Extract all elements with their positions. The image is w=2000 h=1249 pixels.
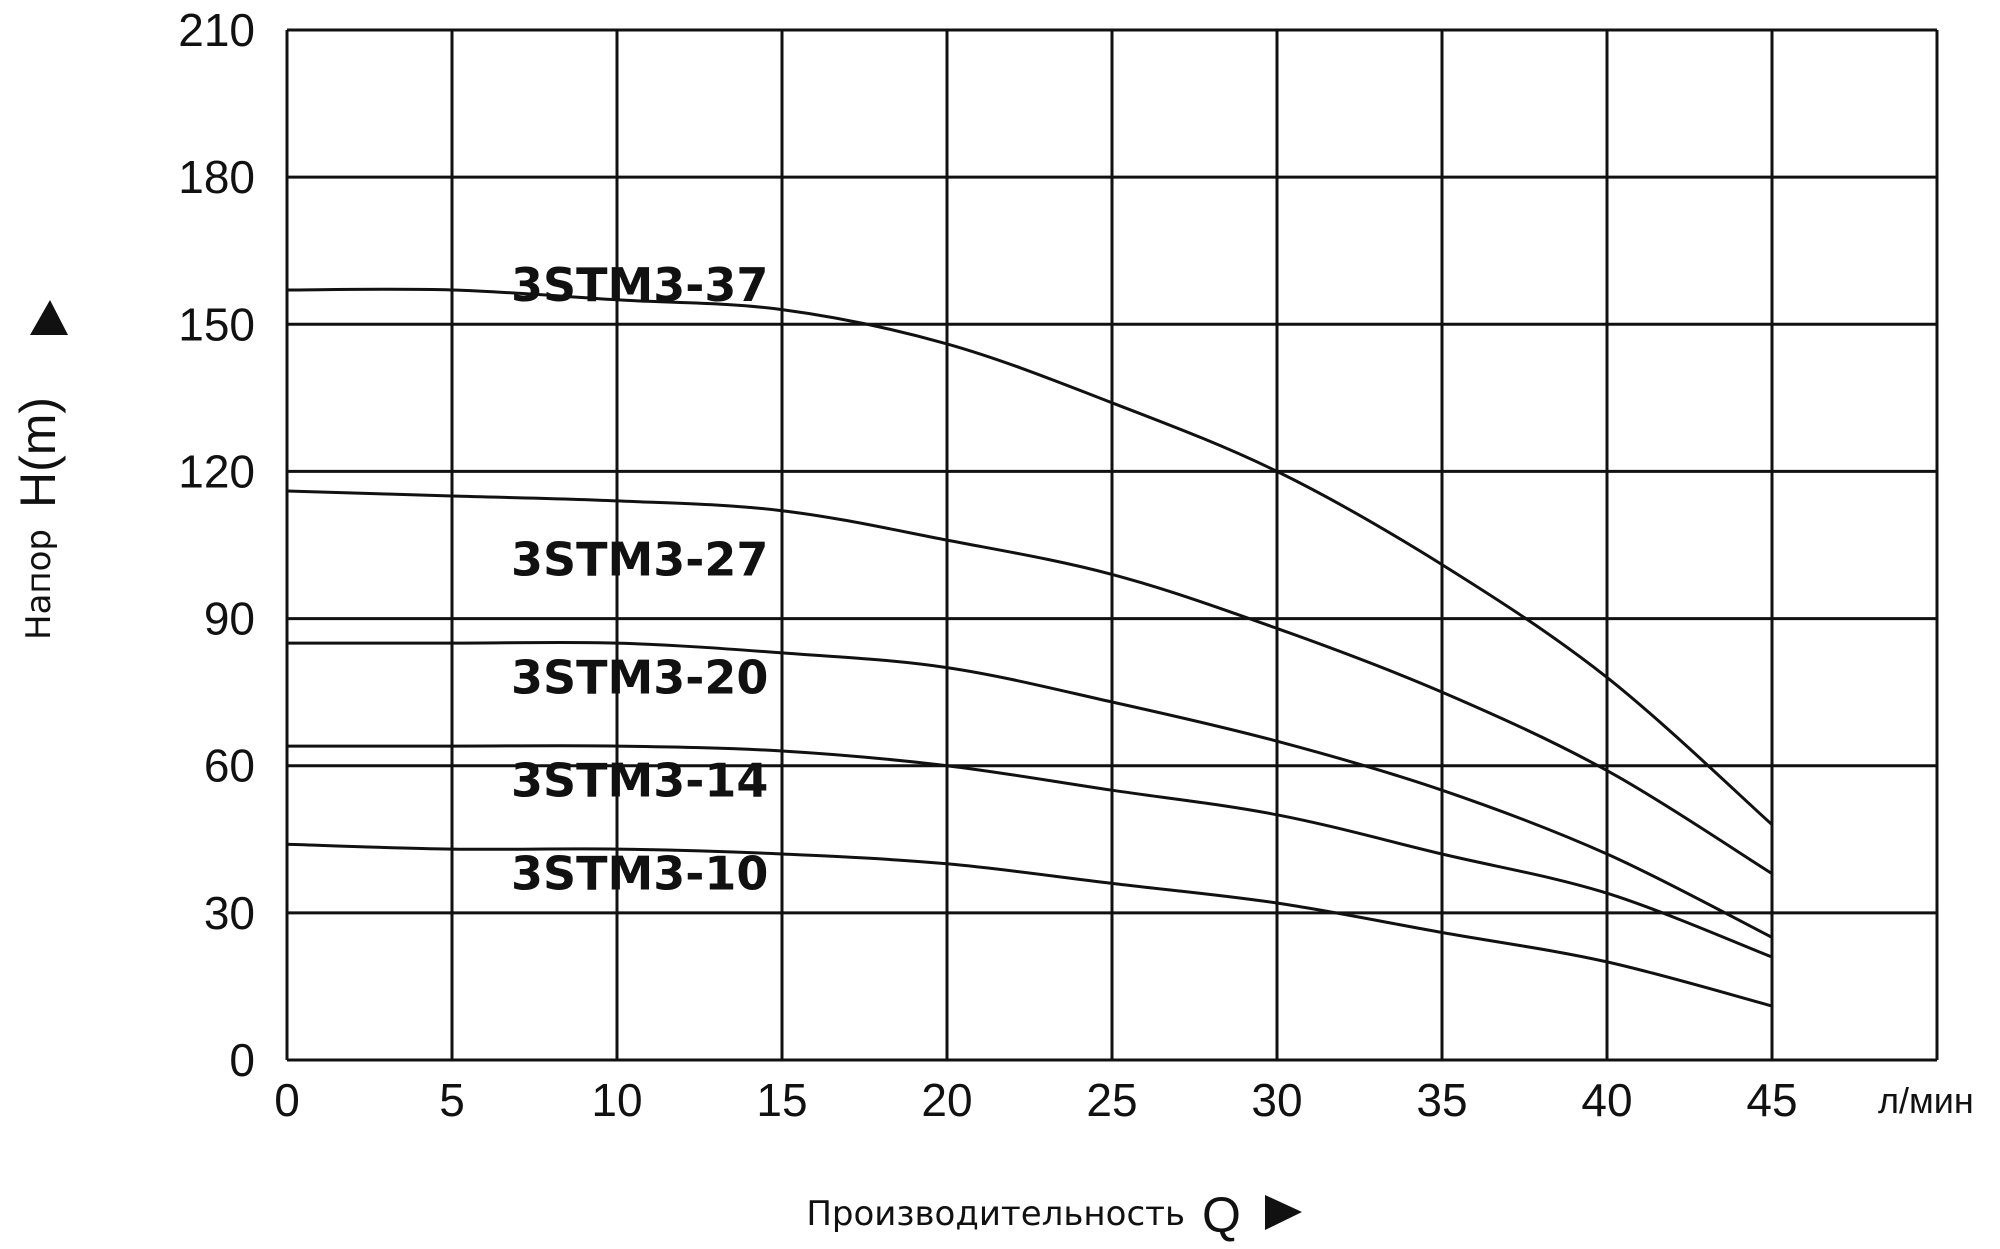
series-label: 3STM3-14 <box>511 753 768 807</box>
x-tick-label: 20 <box>921 1074 972 1126</box>
x-axis-symbol: Q <box>1202 1187 1241 1243</box>
series-label: 3STM3-20 <box>511 650 768 704</box>
y-axis-symbol: H(m) <box>10 397 66 508</box>
series-line-3stm3-37 <box>286 287 1774 826</box>
y-axis-title: Напор H(m) <box>10 300 68 640</box>
x-tick-label: 45 <box>1746 1074 1797 1126</box>
series-line-3stm3-10 <box>286 842 1773 1008</box>
series-label: 3STM3-10 <box>511 847 768 901</box>
y-tick-label: 0 <box>229 1034 255 1086</box>
y-tick-label: 120 <box>178 445 255 497</box>
y-tick-label: 210 <box>178 4 255 56</box>
series-group <box>286 287 1774 1008</box>
x-tick-label: 15 <box>756 1074 807 1126</box>
series-line-3stm3-27 <box>286 489 1773 875</box>
y-axis-label: Напор <box>19 529 59 640</box>
y-tick-label: 30 <box>204 887 255 939</box>
x-axis-title: Производительность Q <box>806 1187 1302 1243</box>
x-axis-arrow-icon <box>1265 1195 1302 1230</box>
series-line-3stm3-14 <box>287 744 1773 959</box>
x-tick-label: 0 <box>274 1074 300 1126</box>
x-tick-label: 25 <box>1086 1074 1137 1126</box>
series-label: 3STM3-37 <box>511 258 768 312</box>
y-tick-label: 150 <box>178 298 255 350</box>
series-label: 3STM3-27 <box>511 533 768 587</box>
series-line-3stm3-20 <box>286 640 1773 939</box>
x-tick-label: 5 <box>439 1074 465 1126</box>
y-tick-label: 180 <box>178 151 255 203</box>
x-tick-label: 40 <box>1581 1074 1632 1126</box>
y-axis-arrow-icon <box>30 300 68 335</box>
x-axis-ticks: 0 5 10 15 20 25 30 35 40 45 <box>274 1074 1797 1126</box>
series-labels: 3STM3-37 3STM3-27 3STM3-20 3STM3-14 3STM3-10 <box>511 258 768 901</box>
y-tick-label: 90 <box>204 593 255 645</box>
x-tick-label: 35 <box>1416 1074 1467 1126</box>
x-axis-label: Производительность <box>806 1194 1185 1234</box>
x-unit-label: л/мин <box>1878 1080 1974 1121</box>
y-axis-ticks: 0 30 60 90 120 150 180 210 <box>178 4 255 1086</box>
y-tick-label: 60 <box>204 740 255 792</box>
x-tick-label: 10 <box>591 1074 642 1126</box>
x-tick-label: 30 <box>1251 1074 1302 1126</box>
